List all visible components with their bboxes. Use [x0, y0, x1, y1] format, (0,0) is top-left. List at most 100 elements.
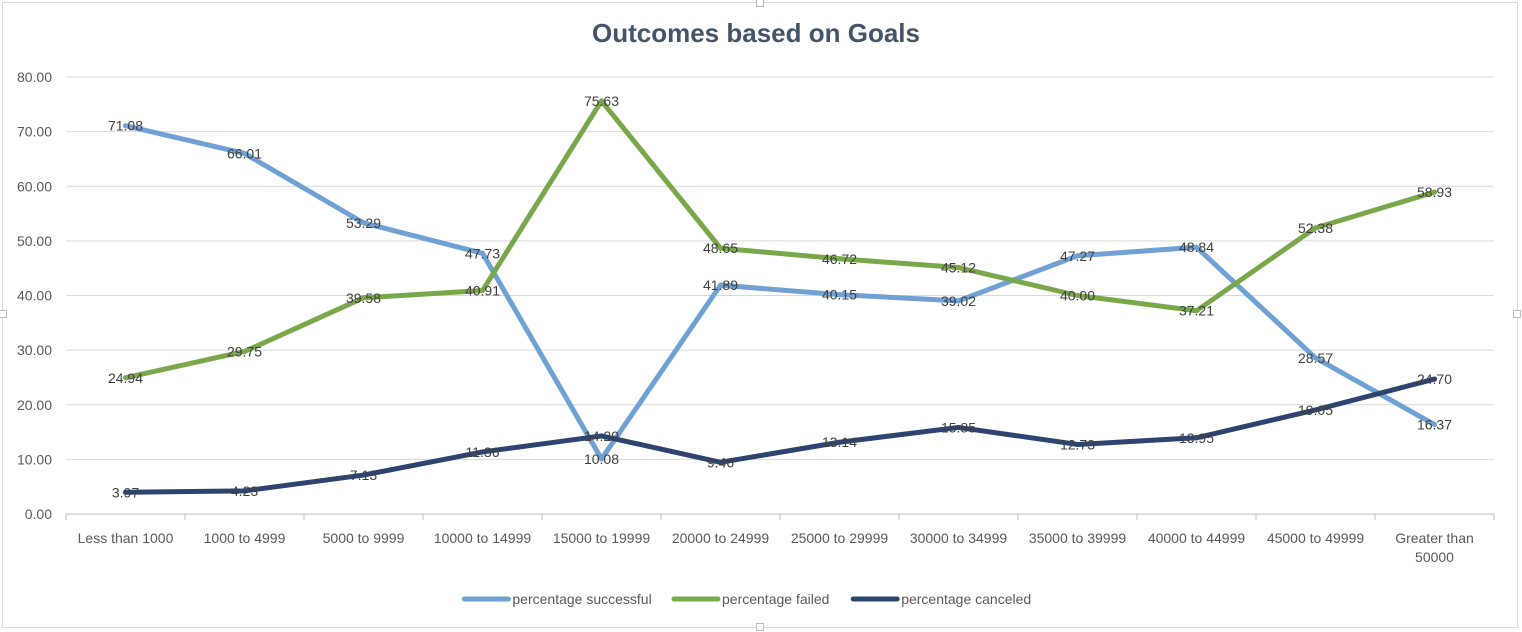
data-label: 16.37 [1417, 417, 1452, 433]
data-label: 45.12 [941, 260, 976, 276]
data-label: 15.85 [941, 419, 976, 435]
data-label: 66.01 [227, 145, 262, 161]
data-label: 24.94 [108, 370, 143, 386]
data-point [1075, 441, 1080, 447]
data-point [361, 220, 366, 226]
data-labels: 71.08 66.01 53.29 47.73 10.08 41.89 40.15 39.02… [108, 93, 1452, 500]
data-point [1313, 225, 1318, 231]
data-point [837, 256, 842, 262]
data-point [1432, 422, 1437, 428]
x-tick-label: 45000 to 49999 [1267, 530, 1365, 546]
data-label: 47.73 [465, 245, 500, 261]
series-line-0 [123, 123, 1437, 462]
data-label: 4.23 [231, 483, 258, 499]
data-label: 39.58 [346, 290, 381, 306]
data-label: 12.73 [1060, 436, 1095, 452]
legend-entry[interactable]: percentage successful [461, 591, 652, 607]
legend-entry[interactable]: percentage failed [671, 591, 829, 607]
data-point [123, 489, 128, 495]
data-label: 29.75 [227, 343, 262, 359]
data-point [361, 472, 366, 478]
x-tick-label-line: 50000 [1415, 549, 1454, 565]
data-label: 47.27 [1060, 248, 1095, 264]
y-tick-label: 40.00 [17, 288, 52, 304]
data-label: 13.14 [822, 434, 857, 450]
data-label: 9.46 [707, 454, 734, 470]
data-point [123, 375, 128, 381]
data-label: 53.29 [346, 215, 381, 231]
y-tick-label: 20.00 [17, 397, 52, 413]
data-point [599, 98, 604, 104]
data-point [956, 265, 961, 271]
data-point [956, 424, 961, 430]
data-point [837, 292, 842, 298]
y-tick-label: 80.00 [17, 69, 52, 85]
x-tick-label-line: 30000 to 34999 [910, 530, 1008, 546]
x-tick-label-line: Greater than [1395, 530, 1474, 546]
x-tick-label-line: 5000 to 9999 [323, 530, 405, 546]
y-tick-label: 0.00 [25, 506, 52, 522]
data-point [1194, 244, 1199, 250]
resize-handle-left[interactable] [0, 310, 7, 318]
resize-handle-bottom[interactable] [756, 623, 764, 631]
data-point [242, 150, 247, 156]
data-point [1432, 189, 1437, 195]
data-label: 10.08 [584, 451, 619, 467]
x-tick-label: 25000 to 29999 [791, 530, 889, 546]
x-tick-label: 1000 to 4999 [204, 530, 286, 546]
data-label: 40.91 [465, 283, 500, 299]
data-point [599, 456, 604, 462]
data-label: 14.29 [584, 428, 619, 444]
data-point [242, 348, 247, 354]
legend-entry[interactable]: percentage canceled [850, 591, 1031, 607]
data-label: 37.21 [1179, 303, 1214, 319]
series-line-2 [123, 376, 1437, 495]
data-point [361, 295, 366, 301]
data-point [1075, 293, 1080, 298]
data-point [123, 123, 128, 129]
data-label: 39.02 [941, 293, 976, 309]
data-label: 28.57 [1298, 350, 1333, 366]
x-tick-label-line: 45000 to 49999 [1267, 530, 1365, 546]
x-tick-label-line: 35000 to 39999 [1029, 530, 1127, 546]
x-tick-label: 35000 to 39999 [1029, 530, 1127, 546]
data-point [1194, 308, 1199, 314]
data-label: 7.13 [350, 467, 377, 483]
data-point [599, 433, 604, 439]
x-tick-label-line: 1000 to 4999 [204, 530, 286, 546]
resize-handle-right[interactable] [1513, 310, 1521, 318]
legend-label: percentage successful [512, 591, 651, 607]
data-point [480, 449, 485, 455]
x-tick-label: 5000 to 9999 [323, 530, 405, 546]
data-label: 46.72 [822, 251, 857, 267]
legend-label: percentage failed [722, 591, 829, 607]
data-point [718, 245, 723, 251]
x-tick-label: Greater than 50000 [1395, 530, 1474, 565]
data-point [837, 439, 842, 445]
x-tick-label-line: 20000 to 24999 [672, 530, 770, 546]
y-tick-label: 10.00 [17, 451, 52, 467]
x-tick-label: Less than 1000 [78, 530, 174, 546]
data-label: 24.70 [1417, 371, 1452, 387]
y-tick-label: 60.00 [17, 178, 52, 194]
axes: 0.00 10.00 20.00 30.00 40.00 50.00 60.00 70.00 8… [17, 69, 1495, 565]
data-point [718, 282, 723, 288]
series-lines [123, 98, 1437, 495]
y-tick-label: 70.00 [17, 124, 52, 140]
resize-handle-top[interactable] [756, 0, 764, 7]
data-point [1313, 407, 1318, 413]
data-label: 11.36 [466, 444, 500, 460]
data-point [480, 288, 485, 294]
data-label: 40.00 [1060, 288, 1095, 304]
x-tick-label: 15000 to 19999 [553, 530, 651, 546]
data-point [1432, 376, 1437, 382]
x-tick-label: 10000 to 14999 [434, 530, 532, 546]
x-tick-label: 40000 to 44999 [1148, 530, 1246, 546]
x-tick-label-line: 15000 to 19999 [553, 530, 651, 546]
data-label: 58.93 [1417, 184, 1452, 200]
gridlines [66, 76, 1494, 460]
data-label: 13.95 [1179, 430, 1214, 446]
legend[interactable]: percentage successful percentage failed pe… [461, 591, 1031, 607]
